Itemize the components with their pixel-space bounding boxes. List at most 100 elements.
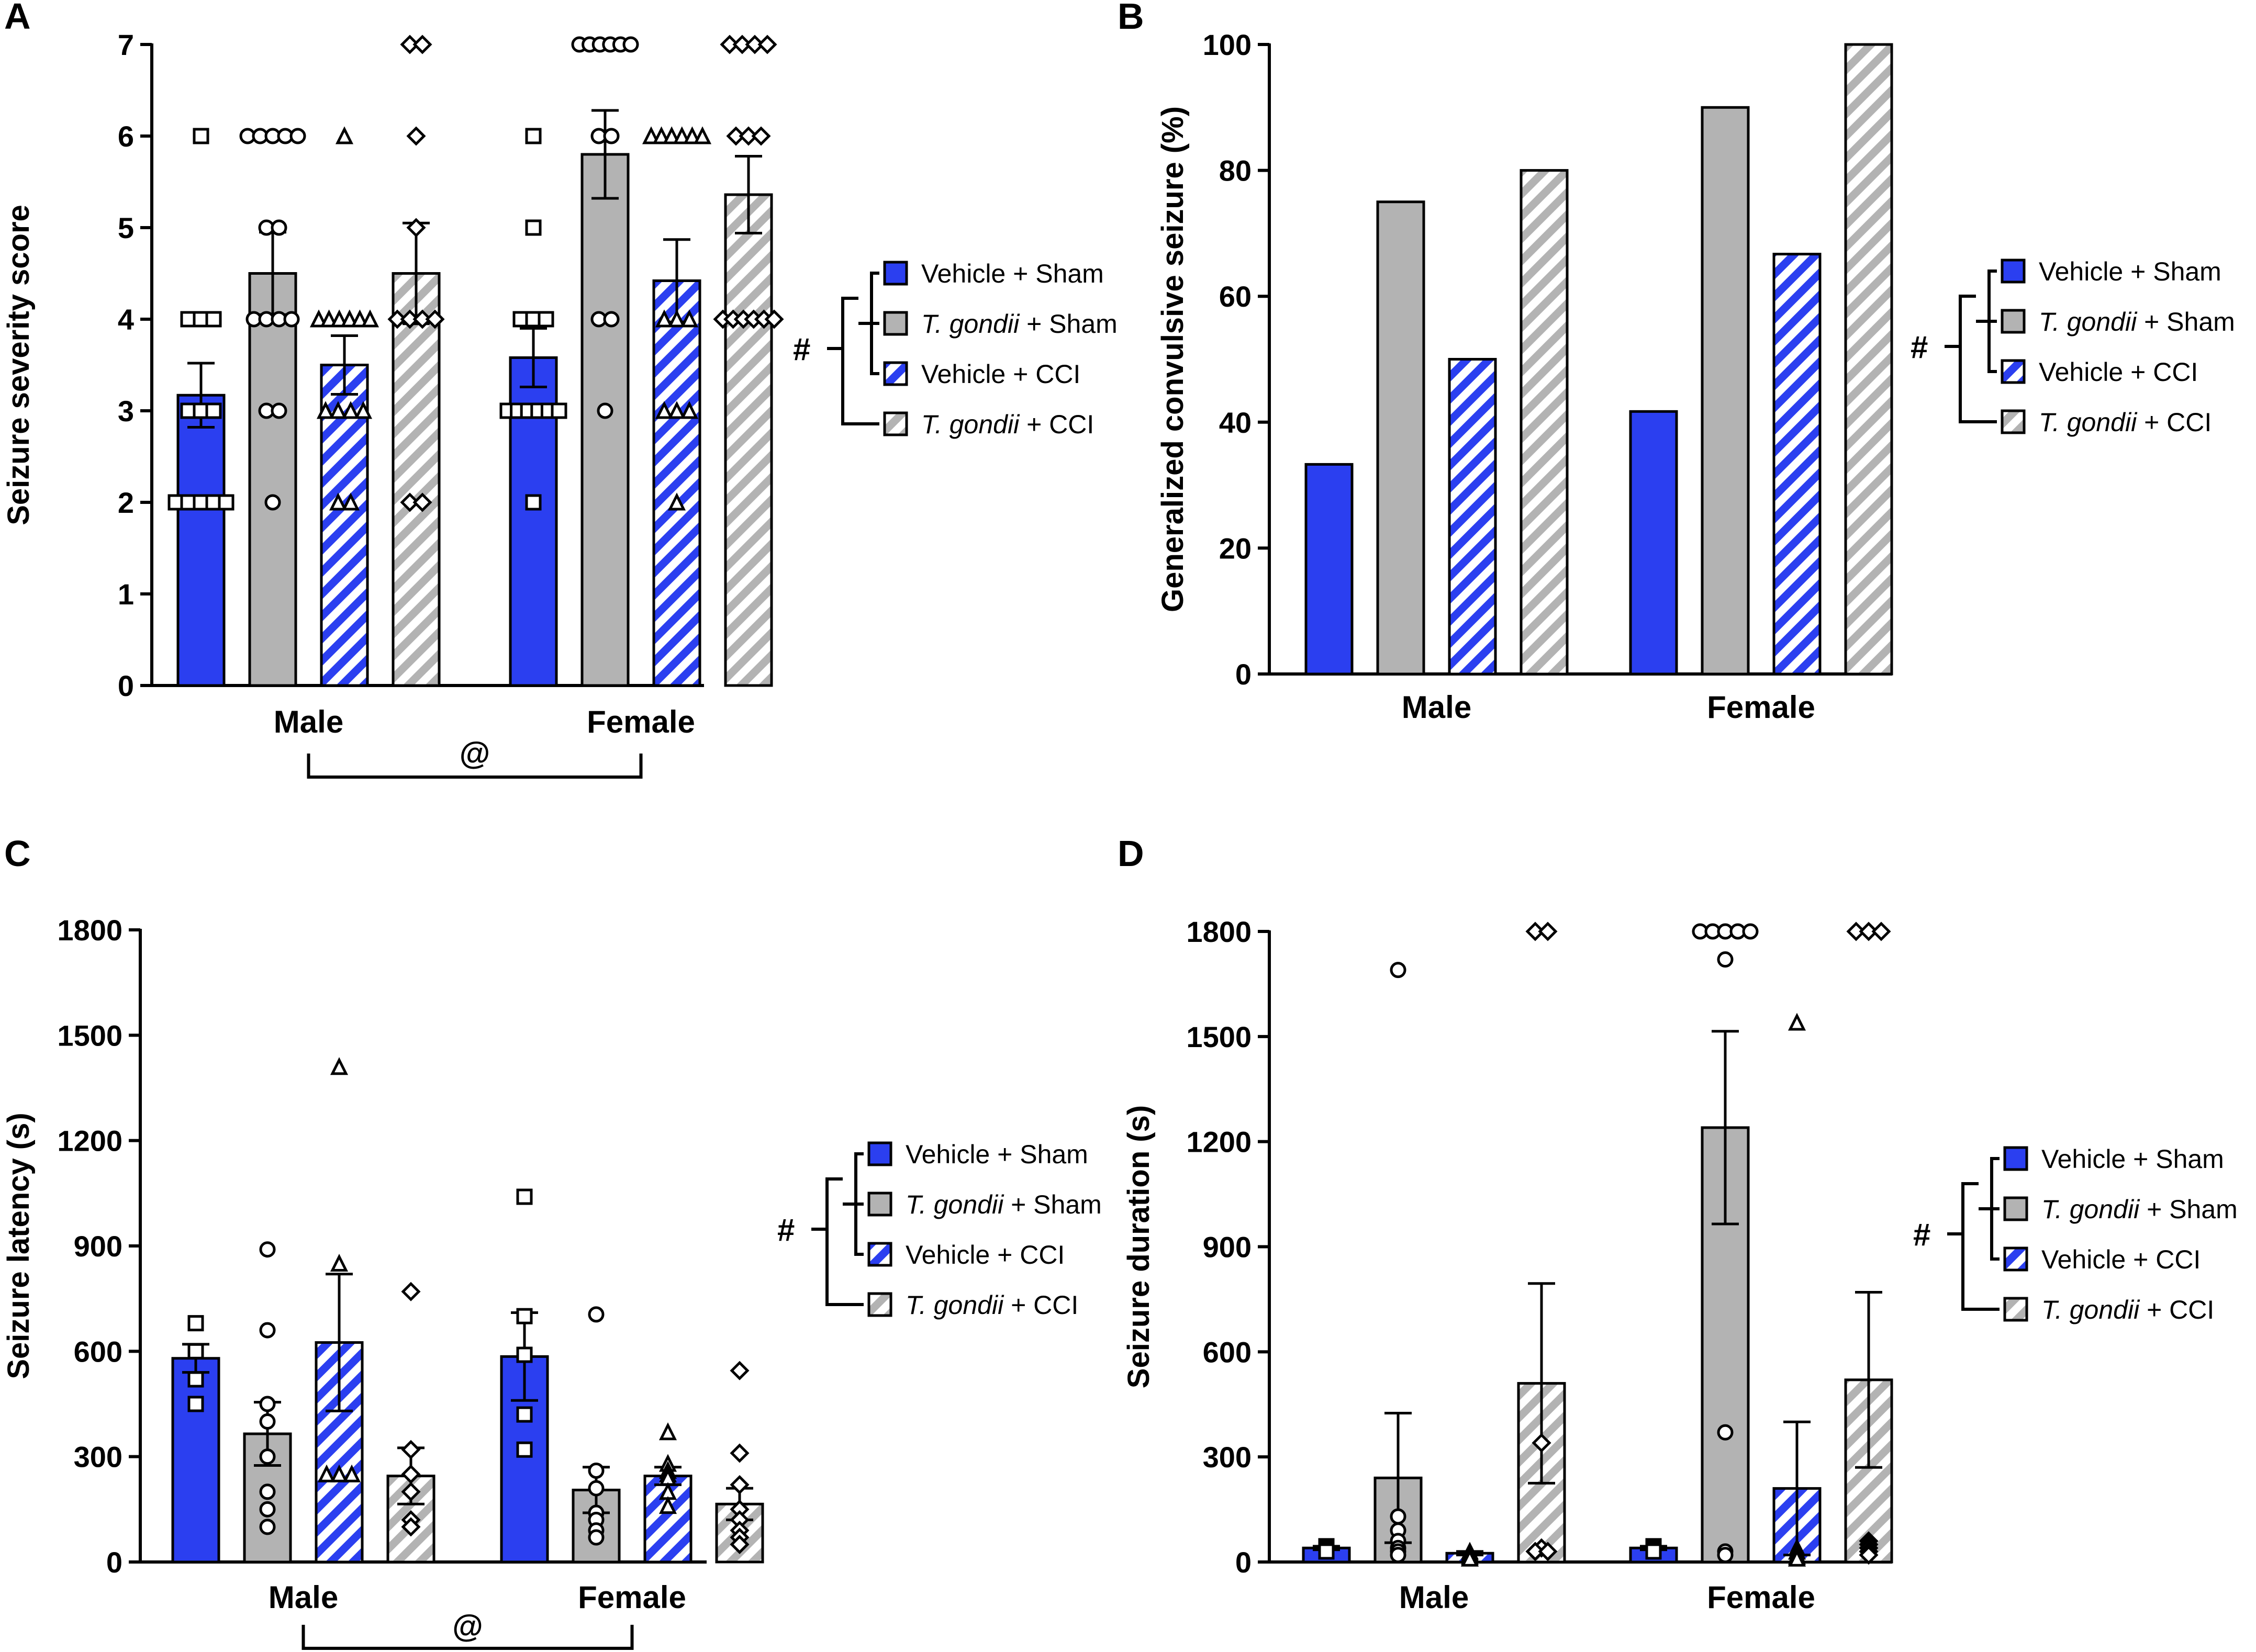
data-point (341, 401, 360, 419)
legend-label-prefix: Vehicle (2041, 1144, 2126, 1174)
y-tick-label: 900 (74, 1230, 122, 1263)
data-point (259, 1322, 276, 1339)
data-point (259, 1519, 276, 1535)
y-tick-label: 300 (1203, 1441, 1252, 1474)
data-point (516, 1346, 533, 1363)
legend-significance-symbol: # (1913, 1217, 1930, 1252)
data-point (1788, 1013, 1806, 1031)
legend-label-suffix: + Sham (2137, 307, 2235, 336)
data-point (1645, 1543, 1662, 1560)
bar (500, 1355, 549, 1564)
data-point (1390, 1508, 1406, 1525)
data-point (525, 128, 542, 144)
legend-label: Vehicle + Sham (2041, 1144, 2224, 1174)
legend-label: Vehicle + CCI (906, 1240, 1065, 1269)
y-tick-label: 20 (1219, 532, 1252, 565)
legend-significance-symbol: # (793, 332, 810, 367)
panel-b: B 0 20 40 60 80 100 Generalized convulsive seiz… (1118, 0, 2235, 725)
data-point (516, 1406, 533, 1423)
legend-bracket (1959, 295, 1997, 423)
data-point (401, 1517, 421, 1537)
data-point (401, 1464, 421, 1484)
data-point (1717, 1424, 1734, 1441)
legend-label-suffix: + Sham (990, 1140, 1088, 1169)
y-tick-label: 300 (74, 1441, 122, 1474)
data-point (309, 309, 328, 328)
data-point (330, 309, 349, 328)
bar (392, 272, 441, 687)
category-label: Male (269, 1580, 338, 1615)
data-point (361, 309, 379, 328)
data-point (259, 1484, 276, 1500)
legend-label: T. gondii + Sham (2041, 1195, 2238, 1224)
data-point (354, 401, 373, 419)
bar (580, 153, 630, 687)
data-point (259, 1241, 276, 1258)
data-point (187, 1396, 204, 1412)
y-tick-label: 6 (118, 120, 134, 153)
legend-label: T. gondii + CCI (2039, 408, 2212, 437)
legend-bracket (825, 1177, 864, 1306)
panel-a: A 0 1 2 3 4 5 6 7 Seizure severity score Male Femal… (2, 0, 1118, 779)
data-point (588, 1480, 605, 1497)
y-axis-title: Seizure severity score (2, 205, 36, 525)
y-tick-label: 1200 (57, 1125, 122, 1157)
data-point (340, 309, 359, 328)
data-point (516, 1441, 533, 1458)
panel-letter: D (1118, 833, 1144, 874)
data-point (259, 1448, 276, 1465)
legend-label-prefix: T. gondii (2039, 408, 2138, 437)
data-point (400, 309, 420, 329)
legend-label-suffix: + CCI (2139, 1295, 2214, 1324)
bar (1772, 253, 1822, 676)
bar (1448, 358, 1497, 676)
data-point (1532, 1433, 1551, 1453)
data-point (658, 1496, 677, 1514)
data-point (283, 311, 300, 328)
legend-swatch (2001, 409, 2026, 434)
data-point (764, 309, 784, 329)
data-point (342, 1464, 361, 1482)
legend-swatch (883, 261, 908, 286)
legend-label: Vehicle + Sham (2039, 257, 2221, 286)
legend-swatch (2001, 259, 2026, 284)
data-point (726, 126, 746, 146)
significance-bracket (307, 754, 643, 779)
data-point (1717, 1547, 1734, 1564)
data-point (193, 128, 209, 144)
data-point (401, 1440, 421, 1459)
data-point (341, 492, 360, 511)
data-point (401, 1282, 421, 1301)
legend-bracket (1961, 1182, 2000, 1311)
data-point (1717, 951, 1734, 968)
legend-label: Vehicle + CCI (2039, 357, 2198, 387)
data-point (1788, 1548, 1806, 1567)
data-point (652, 126, 671, 144)
data-point (1525, 921, 1545, 941)
y-tick-label: 4 (118, 303, 134, 336)
y-tick-label: 1 (118, 578, 134, 611)
data-point (1318, 1543, 1335, 1560)
legend-label-prefix: T. gondii (2041, 1195, 2140, 1224)
legend-label-prefix: T. gondii (2039, 307, 2138, 336)
legend-label-prefix: T. gondii (2041, 1295, 2140, 1324)
data-point (317, 1464, 336, 1482)
y-tick-label: 0 (106, 1546, 122, 1579)
legend-swatch (867, 1242, 892, 1267)
data-point (680, 401, 699, 419)
data-point (680, 309, 699, 328)
y-tick-label: 600 (1203, 1335, 1252, 1368)
legend-swatch (883, 311, 908, 336)
data-point (730, 1443, 750, 1463)
category-label: Male (1402, 690, 1471, 725)
category-label: Female (1707, 690, 1815, 725)
data-point (655, 401, 674, 419)
y-tick-label: 2 (118, 486, 134, 519)
legend-label-suffix: + Sham (1006, 259, 1104, 288)
legend-label-prefix: Vehicle (2039, 357, 2123, 387)
significance-symbol: @ (460, 736, 490, 771)
category-label: Female (578, 1580, 686, 1615)
data-point (406, 126, 426, 146)
data-point (1390, 962, 1406, 979)
